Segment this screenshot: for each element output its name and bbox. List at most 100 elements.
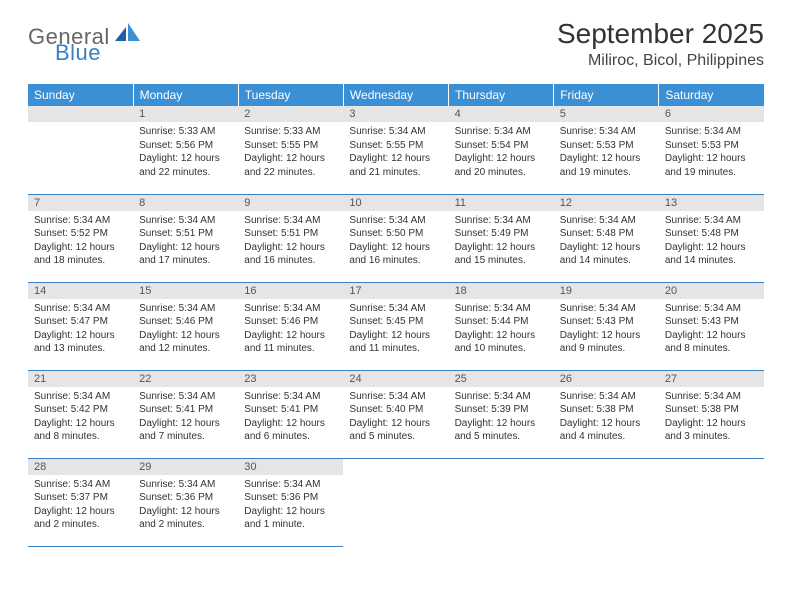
cell-body: Sunrise: 5:34 AMSunset: 5:54 PMDaylight:… — [449, 122, 554, 184]
date-number: 18 — [449, 283, 554, 299]
calendar-cell: 1Sunrise: 5:33 AMSunset: 5:56 PMDaylight… — [133, 106, 238, 194]
cell-body: Sunrise: 5:34 AMSunset: 5:50 PMDaylight:… — [343, 211, 448, 273]
calendar-cell: 2Sunrise: 5:33 AMSunset: 5:55 PMDaylight… — [238, 106, 343, 194]
calendar-cell: 9Sunrise: 5:34 AMSunset: 5:51 PMDaylight… — [238, 194, 343, 282]
cell-body: Sunrise: 5:34 AMSunset: 5:43 PMDaylight:… — [659, 299, 764, 361]
calendar-week-row: 14Sunrise: 5:34 AMSunset: 5:47 PMDayligh… — [28, 282, 764, 370]
calendar-cell: 4Sunrise: 5:34 AMSunset: 5:54 PMDaylight… — [449, 106, 554, 194]
calendar-cell: 11Sunrise: 5:34 AMSunset: 5:49 PMDayligh… — [449, 194, 554, 282]
date-number: 28 — [28, 459, 133, 475]
date-number: 16 — [238, 283, 343, 299]
calendar-cell: . — [554, 458, 659, 546]
date-number: 23 — [238, 371, 343, 387]
cell-body: Sunrise: 5:34 AMSunset: 5:51 PMDaylight:… — [238, 211, 343, 273]
cell-body: Sunrise: 5:34 AMSunset: 5:47 PMDaylight:… — [28, 299, 133, 361]
calendar-cell: 23Sunrise: 5:34 AMSunset: 5:41 PMDayligh… — [238, 370, 343, 458]
date-number: 13 — [659, 195, 764, 211]
cell-body: Sunrise: 5:34 AMSunset: 5:37 PMDaylight:… — [28, 475, 133, 537]
date-number: 4 — [449, 106, 554, 122]
logo-text-blue: Blue — [55, 40, 101, 65]
day-header-row: Sunday Monday Tuesday Wednesday Thursday… — [28, 84, 764, 106]
cell-body: Sunrise: 5:34 AMSunset: 5:41 PMDaylight:… — [238, 387, 343, 449]
date-number: 20 — [659, 283, 764, 299]
date-number: 9 — [238, 195, 343, 211]
cell-body: Sunrise: 5:34 AMSunset: 5:38 PMDaylight:… — [659, 387, 764, 449]
calendar-cell: 19Sunrise: 5:34 AMSunset: 5:43 PMDayligh… — [554, 282, 659, 370]
calendar-cell: 15Sunrise: 5:34 AMSunset: 5:46 PMDayligh… — [133, 282, 238, 370]
calendar-cell: 24Sunrise: 5:34 AMSunset: 5:40 PMDayligh… — [343, 370, 448, 458]
cell-body: Sunrise: 5:34 AMSunset: 5:48 PMDaylight:… — [659, 211, 764, 273]
calendar-cell: . — [659, 458, 764, 546]
calendar-cell: 8Sunrise: 5:34 AMSunset: 5:51 PMDaylight… — [133, 194, 238, 282]
date-number: 10 — [343, 195, 448, 211]
date-number: 8 — [133, 195, 238, 211]
day-header: Saturday — [659, 84, 764, 106]
calendar-cell: 20Sunrise: 5:34 AMSunset: 5:43 PMDayligh… — [659, 282, 764, 370]
date-number: 11 — [449, 195, 554, 211]
calendar-cell: 29Sunrise: 5:34 AMSunset: 5:36 PMDayligh… — [133, 458, 238, 546]
date-number: 7 — [28, 195, 133, 211]
calendar-cell: 27Sunrise: 5:34 AMSunset: 5:38 PMDayligh… — [659, 370, 764, 458]
calendar-week-row: 7Sunrise: 5:34 AMSunset: 5:52 PMDaylight… — [28, 194, 764, 282]
date-number: 24 — [343, 371, 448, 387]
calendar-week-row: . 1Sunrise: 5:33 AMSunset: 5:56 PMDaylig… — [28, 106, 764, 194]
day-header: Wednesday — [343, 84, 448, 106]
calendar-cell: 17Sunrise: 5:34 AMSunset: 5:45 PMDayligh… — [343, 282, 448, 370]
date-number: 14 — [28, 283, 133, 299]
cell-body: Sunrise: 5:33 AMSunset: 5:55 PMDaylight:… — [238, 122, 343, 184]
calendar-cell: 10Sunrise: 5:34 AMSunset: 5:50 PMDayligh… — [343, 194, 448, 282]
calendar-cell: 16Sunrise: 5:34 AMSunset: 5:46 PMDayligh… — [238, 282, 343, 370]
location: Miliroc, Bicol, Philippines — [557, 52, 764, 70]
date-number: 26 — [554, 371, 659, 387]
calendar-cell: 14Sunrise: 5:34 AMSunset: 5:47 PMDayligh… — [28, 282, 133, 370]
calendar-cell: 5Sunrise: 5:34 AMSunset: 5:53 PMDaylight… — [554, 106, 659, 194]
date-number: 1 — [133, 106, 238, 122]
date-number: 25 — [449, 371, 554, 387]
date-number: 2 — [238, 106, 343, 122]
cell-body: Sunrise: 5:34 AMSunset: 5:55 PMDaylight:… — [343, 122, 448, 184]
cell-body: Sunrise: 5:34 AMSunset: 5:48 PMDaylight:… — [554, 211, 659, 273]
cell-body: Sunrise: 5:34 AMSunset: 5:38 PMDaylight:… — [554, 387, 659, 449]
calendar-cell: . — [343, 458, 448, 546]
cell-body: Sunrise: 5:34 AMSunset: 5:46 PMDaylight:… — [238, 299, 343, 361]
date-number: 15 — [133, 283, 238, 299]
date-number: 22 — [133, 371, 238, 387]
title-block: September 2025 Miliroc, Bicol, Philippin… — [557, 18, 764, 70]
calendar-cell: 22Sunrise: 5:34 AMSunset: 5:41 PMDayligh… — [133, 370, 238, 458]
day-header: Friday — [554, 84, 659, 106]
calendar-week-row: 28Sunrise: 5:34 AMSunset: 5:37 PMDayligh… — [28, 458, 764, 546]
calendar-cell: 30Sunrise: 5:34 AMSunset: 5:36 PMDayligh… — [238, 458, 343, 546]
cell-body: Sunrise: 5:34 AMSunset: 5:46 PMDaylight:… — [133, 299, 238, 361]
cell-body: Sunrise: 5:34 AMSunset: 5:36 PMDaylight:… — [238, 475, 343, 537]
cell-body: Sunrise: 5:34 AMSunset: 5:45 PMDaylight:… — [343, 299, 448, 361]
cell-body: Sunrise: 5:34 AMSunset: 5:39 PMDaylight:… — [449, 387, 554, 449]
calendar-cell: 12Sunrise: 5:34 AMSunset: 5:48 PMDayligh… — [554, 194, 659, 282]
day-header: Monday — [133, 84, 238, 106]
cell-body: Sunrise: 5:34 AMSunset: 5:42 PMDaylight:… — [28, 387, 133, 449]
calendar-cell: 26Sunrise: 5:34 AMSunset: 5:38 PMDayligh… — [554, 370, 659, 458]
date-number: 30 — [238, 459, 343, 475]
cell-body: Sunrise: 5:34 AMSunset: 5:36 PMDaylight:… — [133, 475, 238, 537]
cell-body: Sunrise: 5:34 AMSunset: 5:53 PMDaylight:… — [554, 122, 659, 184]
calendar-cell: 21Sunrise: 5:34 AMSunset: 5:42 PMDayligh… — [28, 370, 133, 458]
calendar-cell: 13Sunrise: 5:34 AMSunset: 5:48 PMDayligh… — [659, 194, 764, 282]
calendar-cell: 28Sunrise: 5:34 AMSunset: 5:37 PMDayligh… — [28, 458, 133, 546]
date-number: 29 — [133, 459, 238, 475]
date-number: 5 — [554, 106, 659, 122]
calendar-week-row: 21Sunrise: 5:34 AMSunset: 5:42 PMDayligh… — [28, 370, 764, 458]
date-number: 27 — [659, 371, 764, 387]
calendar-cell: . — [28, 106, 133, 194]
calendar-table: Sunday Monday Tuesday Wednesday Thursday… — [28, 84, 764, 547]
month-title: September 2025 — [557, 18, 764, 50]
calendar-cell: 25Sunrise: 5:34 AMSunset: 5:39 PMDayligh… — [449, 370, 554, 458]
cell-body: Sunrise: 5:34 AMSunset: 5:53 PMDaylight:… — [659, 122, 764, 184]
day-header: Tuesday — [238, 84, 343, 106]
logo-sail-icon — [115, 23, 141, 48]
calendar-cell: 18Sunrise: 5:34 AMSunset: 5:44 PMDayligh… — [449, 282, 554, 370]
header: General September 2025 Miliroc, Bicol, P… — [28, 18, 764, 70]
cell-body: Sunrise: 5:34 AMSunset: 5:43 PMDaylight:… — [554, 299, 659, 361]
date-number: 19 — [554, 283, 659, 299]
calendar-cell: . — [449, 458, 554, 546]
cell-body: Sunrise: 5:34 AMSunset: 5:44 PMDaylight:… — [449, 299, 554, 361]
date-number: 3 — [343, 106, 448, 122]
